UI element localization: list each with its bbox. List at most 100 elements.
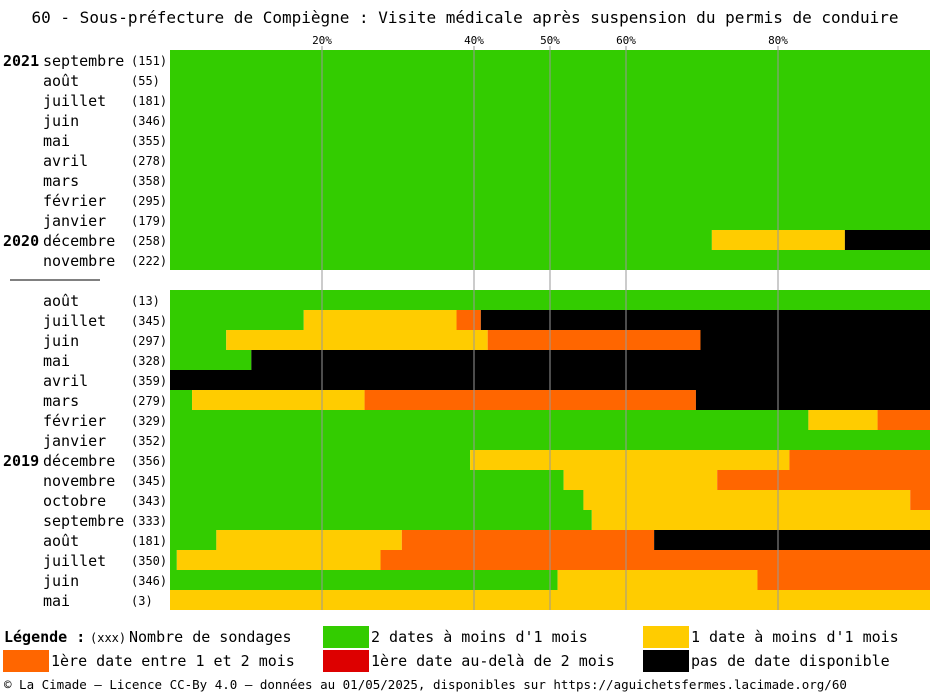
bar-segment — [192, 390, 365, 410]
month-label: février — [43, 192, 106, 210]
count-label: (328) — [131, 354, 167, 368]
count-label: (346) — [131, 114, 167, 128]
count-label: (13) — [131, 294, 160, 308]
count-label: (352) — [131, 434, 167, 448]
year-label: 2019 — [3, 452, 39, 470]
legend-count-label: Nombre de sondages — [129, 628, 292, 646]
bar-segment — [170, 530, 217, 550]
month-label: mai — [43, 352, 70, 370]
month-label: septembre — [43, 52, 124, 70]
month-label: juin — [43, 332, 79, 350]
count-label: (295) — [131, 194, 167, 208]
month-label: novembre — [43, 472, 115, 490]
legend-label-green: 2 dates à moins d'1 mois — [371, 628, 588, 646]
month-label: avril — [43, 152, 88, 170]
bar-segment — [480, 310, 930, 330]
month-label: novembre — [43, 252, 115, 270]
month-label: août — [43, 532, 79, 550]
chart-title: 60 - Sous-préfecture de Compiègne : Visi… — [31, 8, 899, 27]
bar-segment — [364, 390, 696, 410]
bar-segment — [170, 510, 592, 530]
count-label: (359) — [131, 374, 167, 388]
count-label: (329) — [131, 414, 167, 428]
legend-row-1: Légende : (xxx) Nombre de sondages 2 dat… — [0, 626, 930, 648]
bar-segment — [695, 390, 930, 410]
x-tick-label: 80% — [768, 34, 788, 47]
bar-segment — [654, 530, 930, 550]
legend-label-red: 1ère date au-delà de 2 mois — [371, 652, 615, 670]
bar-segment — [591, 510, 930, 530]
legend-swatch-green — [323, 626, 369, 648]
legend: Légende : (xxx) Nombre de sondages 2 dat… — [0, 624, 930, 674]
legend-title: Légende : — [4, 628, 86, 646]
bar-segment — [170, 410, 809, 430]
count-label: (350) — [131, 554, 167, 568]
month-label: septembre — [43, 512, 124, 530]
legend-label-yellow: 1 date à moins d'1 mois — [691, 628, 899, 646]
month-label: août — [43, 72, 79, 90]
bar-segment — [170, 230, 712, 250]
count-label: (346) — [131, 574, 167, 588]
bar-segment — [563, 470, 718, 490]
count-label: (355) — [131, 134, 167, 148]
legend-label-orange: 1ère date entre 1 et 2 mois — [51, 652, 295, 670]
bar-segment — [170, 310, 304, 330]
bar-segment — [170, 390, 193, 410]
month-label: avril — [43, 372, 88, 390]
bar-segment — [844, 230, 930, 250]
year-label: 2021 — [3, 52, 39, 70]
bar-segment — [170, 490, 584, 510]
bar-segment — [176, 550, 381, 570]
month-label: décembre — [43, 452, 115, 470]
bar-segment — [487, 330, 701, 350]
count-label: (278) — [131, 154, 167, 168]
count-label: (345) — [131, 314, 167, 328]
legend-swatch-red — [323, 650, 369, 672]
month-label: mars — [43, 172, 79, 190]
x-tick-label: 20% — [312, 34, 332, 47]
month-label: février — [43, 412, 106, 430]
bar-segment — [456, 310, 481, 330]
month-label: juillet — [43, 312, 106, 330]
count-label: (358) — [131, 174, 167, 188]
bar-segment — [170, 550, 177, 570]
count-label: (279) — [131, 394, 167, 408]
bar-segment — [170, 450, 471, 470]
bar-segment — [170, 470, 564, 490]
legend-count-marker: (xxx) — [90, 631, 127, 645]
bar-segment — [789, 450, 930, 470]
count-label: (181) — [131, 534, 167, 548]
bar-segment — [877, 410, 930, 430]
month-label: août — [43, 292, 79, 310]
count-label: (356) — [131, 454, 167, 468]
month-label: juin — [43, 572, 79, 590]
bar-segment — [583, 490, 911, 510]
bar-segment — [380, 550, 930, 570]
legend-row-2: 1ère date entre 1 et 2 mois 1ère date au… — [0, 650, 930, 672]
count-label: (222) — [131, 254, 167, 268]
month-label: juillet — [43, 92, 106, 110]
month-label: janvier — [43, 432, 106, 450]
bar-segment — [226, 330, 488, 350]
x-tick-label: 60% — [616, 34, 636, 47]
month-label: juin — [43, 112, 79, 130]
bar-segment — [470, 450, 790, 470]
legend-swatch-yellow — [643, 626, 689, 648]
month-label: janvier — [43, 212, 106, 230]
year-label: 2020 — [3, 232, 39, 250]
count-label: (55) — [131, 74, 160, 88]
bar-segment — [170, 330, 227, 350]
bar-segment — [401, 530, 655, 550]
bar-segment — [170, 350, 252, 370]
bar-segment — [910, 490, 930, 510]
count-label: (297) — [131, 334, 167, 348]
count-label: (345) — [131, 474, 167, 488]
bar-segment — [251, 350, 930, 370]
month-label: juillet — [43, 552, 106, 570]
chart-plot: 2021 septembre (151)août (55)juillet (181)ju… — [3, 34, 930, 610]
month-label: octobre — [43, 492, 106, 510]
x-tick-label: 50% — [540, 34, 560, 47]
x-tick-label: 40% — [464, 34, 484, 47]
count-label: (179) — [131, 214, 167, 228]
count-label: (181) — [131, 94, 167, 108]
